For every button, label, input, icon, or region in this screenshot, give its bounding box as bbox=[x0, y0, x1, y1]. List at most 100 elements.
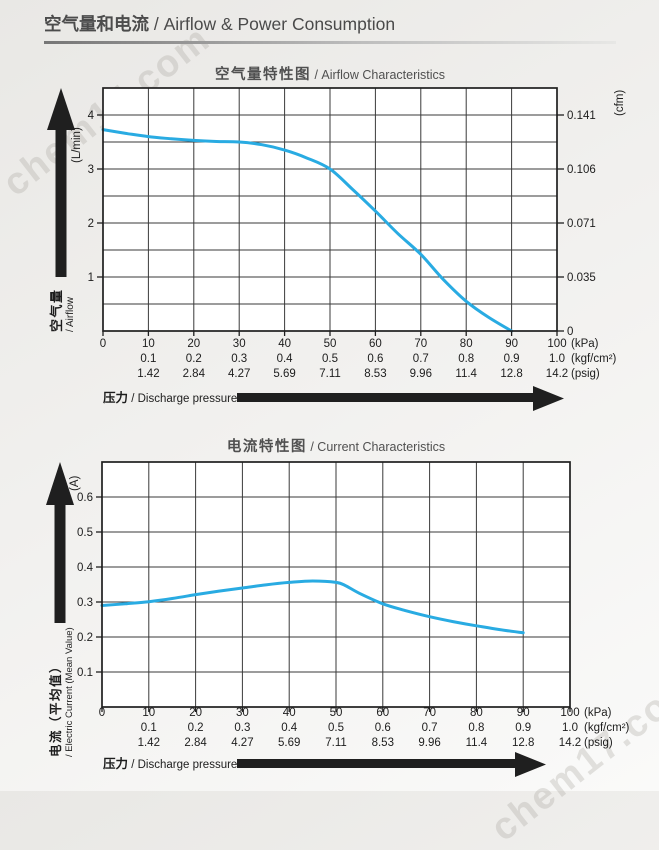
x-tick-label: 4.27 bbox=[231, 737, 253, 749]
airflow-chart-title: 空气量特性图 / Airflow Characteristics bbox=[215, 58, 445, 86]
right-tick-label: 0.035 bbox=[567, 272, 596, 284]
x-tick-label: 40 bbox=[283, 707, 296, 719]
y-axis-label-zh: 空气量 bbox=[49, 288, 64, 332]
y-axis-unit: (A) bbox=[69, 476, 81, 492]
x-tick-label: 0.7 bbox=[413, 353, 429, 365]
x-tick-label: 0.8 bbox=[468, 722, 484, 734]
x-tick-label: 90 bbox=[505, 338, 518, 350]
x-tick-label: 1.42 bbox=[137, 368, 159, 380]
grid bbox=[103, 88, 557, 331]
x-tick-label: 5.69 bbox=[273, 368, 295, 380]
x-tick-label: 0.5 bbox=[328, 722, 344, 734]
y-axis-label-zh: 电流（平均值） bbox=[48, 659, 63, 757]
right-tick-label: 0 bbox=[567, 326, 573, 338]
y-tick-label: 0.5 bbox=[77, 527, 93, 539]
x-axis-unit: (kPa) bbox=[584, 707, 612, 719]
x-tick-label: 30 bbox=[236, 707, 249, 719]
x-tick-label: 8.53 bbox=[364, 368, 386, 380]
page-title: 空气量和电流 / Airflow & Power Consumption bbox=[44, 11, 395, 36]
x-tick-label: 100 bbox=[547, 338, 566, 350]
x-tick-label: 50 bbox=[324, 338, 337, 350]
x-tick-label: 0.8 bbox=[458, 353, 474, 365]
x-tick-label: 90 bbox=[517, 707, 530, 719]
airflow-chart-title-en: / Airflow Characteristics bbox=[310, 68, 446, 82]
x-tick-label: 0.5 bbox=[322, 353, 338, 365]
y-axis-arrow-head bbox=[46, 462, 74, 505]
right-axis-unit: (cfm) bbox=[614, 90, 626, 116]
x-tick-label: 1.0 bbox=[562, 722, 578, 734]
x-tick-label: 0.2 bbox=[188, 722, 204, 734]
x-tick-label: 8.53 bbox=[372, 737, 394, 749]
x-tick-label: 80 bbox=[470, 707, 483, 719]
x-tick-label: 0.1 bbox=[141, 722, 157, 734]
y-tick-label: 0.2 bbox=[77, 632, 93, 644]
y-axis-label-en: / Airflow bbox=[65, 296, 76, 332]
x-tick-label: 20 bbox=[189, 707, 202, 719]
x-tick-label: 0.4 bbox=[281, 722, 298, 734]
right-tick-label: 0.106 bbox=[567, 164, 596, 176]
right-tick-label: 0.141 bbox=[567, 110, 596, 122]
x-tick-label: 60 bbox=[376, 707, 389, 719]
x-tick-label: 10 bbox=[142, 707, 155, 719]
airflow-curve bbox=[101, 128, 514, 333]
y-tick-label: 0.3 bbox=[77, 597, 93, 609]
y-tick-label: 1 bbox=[88, 272, 94, 284]
x-tick-label: 1.42 bbox=[138, 737, 160, 749]
x-tick-label: 10 bbox=[142, 338, 155, 350]
y-tick-label: 2 bbox=[88, 218, 94, 230]
header-underline bbox=[44, 41, 616, 44]
page-title-en: / Airflow & Power Consumption bbox=[149, 14, 396, 34]
pressure-arrow-shaft bbox=[237, 759, 515, 768]
x-tick-label: 0.1 bbox=[140, 353, 156, 365]
y-axis-arrow-shaft bbox=[54, 504, 66, 623]
airflow-chart-title-zh: 空气量特性图 bbox=[214, 67, 311, 83]
y-axis-unit: (L/min) bbox=[71, 127, 83, 163]
current-chart-title-en: / Current Characteristics bbox=[306, 440, 446, 454]
x-tick-label: 12.8 bbox=[500, 368, 522, 380]
current-chart-title: 电流特性图 / Current Characteristics bbox=[227, 430, 445, 458]
x-tick-label: 12.8 bbox=[512, 737, 534, 749]
x-tick-label: 14.2 bbox=[559, 737, 581, 749]
x-tick-label: 14.2 bbox=[546, 368, 568, 380]
x-axis-unit: (kgf/cm²) bbox=[584, 722, 630, 734]
current-chart: 0.6 0.5 0.4 0.3 0.2 0.1 (A) 0 10 20 30 40 50 60 70 80 90… bbox=[46, 461, 630, 777]
x-axis-unit: (kgf/cm²) bbox=[571, 353, 617, 365]
ticks bbox=[97, 114, 564, 336]
current-chart-title-zh: 电流特性图 bbox=[226, 439, 307, 455]
x-tick-label: 0 bbox=[100, 338, 106, 350]
x-tick-label: 1.0 bbox=[549, 353, 565, 365]
x-tick-label: 60 bbox=[369, 338, 382, 350]
x-tick-label: 100 bbox=[560, 707, 579, 719]
x-tick-label: 0.4 bbox=[277, 353, 294, 365]
page-title-zh: 空气量和电流 bbox=[44, 14, 149, 34]
x-tick-label: 0 bbox=[99, 707, 105, 719]
grid bbox=[102, 462, 570, 707]
pressure-axis-label: 压力 / Discharge pressure bbox=[103, 756, 237, 771]
x-tick-label: 0.6 bbox=[367, 353, 383, 365]
x-tick-label: 0.7 bbox=[422, 722, 438, 734]
x-tick-label: 7.11 bbox=[319, 368, 341, 380]
x-tick-label: 0.3 bbox=[231, 353, 247, 365]
pressure-arrow-head bbox=[533, 386, 564, 411]
x-tick-label: 0.9 bbox=[504, 353, 520, 365]
y-tick-label: 4 bbox=[88, 110, 95, 122]
pressure-arrow-head bbox=[515, 752, 546, 777]
pressure-arrow-shaft bbox=[237, 393, 533, 402]
x-tick-label: 9.96 bbox=[410, 368, 432, 380]
x-tick-label: 30 bbox=[233, 338, 246, 350]
x-axis-unit: (psig) bbox=[584, 737, 613, 749]
y-tick-label: 0.4 bbox=[77, 562, 94, 574]
x-tick-label: 0.6 bbox=[375, 722, 391, 734]
x-axis-unit: (kPa) bbox=[571, 338, 599, 350]
y-tick-label: 0.6 bbox=[77, 492, 93, 504]
x-tick-label: 50 bbox=[330, 707, 343, 719]
x-tick-label: 70 bbox=[414, 338, 427, 350]
x-tick-label: 80 bbox=[460, 338, 473, 350]
x-tick-label: 4.27 bbox=[228, 368, 250, 380]
x-axis-unit: (psig) bbox=[571, 368, 600, 380]
current-curve bbox=[100, 579, 525, 635]
ticks bbox=[96, 496, 571, 712]
y-axis-label-en: / Electric Current (Mean Value) bbox=[64, 627, 75, 757]
y-axis-arrow-shaft bbox=[55, 129, 67, 277]
